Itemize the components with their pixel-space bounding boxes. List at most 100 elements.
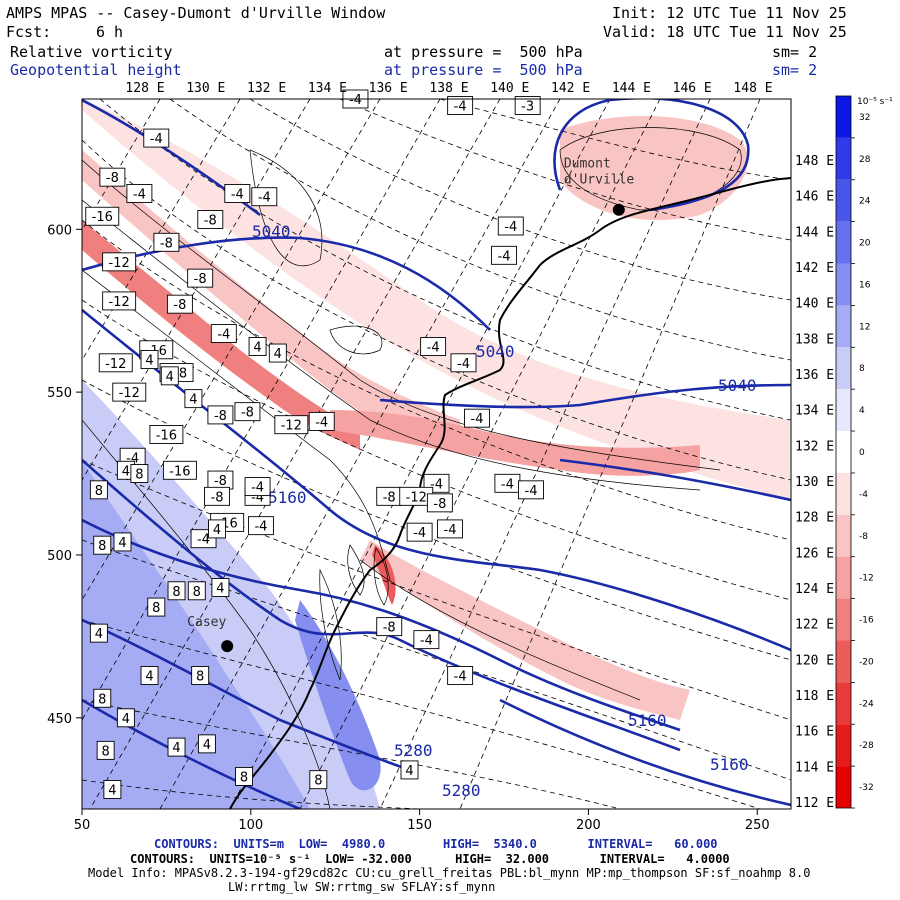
station-marker <box>221 640 234 653</box>
lat-label: 112 E <box>795 796 834 811</box>
stations: Casey Dumont d'Urville <box>187 157 635 653</box>
station-marker <box>612 203 625 216</box>
lat-label: 144 E <box>795 225 834 240</box>
lon-label: 144 E <box>612 81 651 96</box>
field2-sm: sm= 2 <box>772 61 818 79</box>
fcst-label: Fcst: <box>6 23 52 41</box>
station-label-line: Dumont <box>564 157 611 172</box>
vort-label: 4 <box>189 393 197 408</box>
footer-model-info: Model Info: MPASv8.2.3-194-gf29cd82c CU:… <box>88 866 811 880</box>
vort-label-box <box>162 460 197 480</box>
vort-label-box <box>153 232 180 252</box>
vort-label: -12 <box>281 419 302 434</box>
vort-contour <box>82 269 391 581</box>
vort-label-box <box>426 493 453 513</box>
vort-label: 8 <box>95 484 103 499</box>
grid-line <box>159 99 561 809</box>
height-label: 5160 <box>268 488 307 507</box>
colorbar-unit: 10⁻⁵ s⁻¹ <box>857 97 893 107</box>
colorbar-label: -28 <box>859 741 874 751</box>
colorbar-swatch <box>836 221 851 264</box>
height-contour-5280 <box>499 698 791 807</box>
field1-name: Relative vorticity <box>10 43 173 61</box>
lat-label: 122 E <box>795 618 834 633</box>
vort-label-box <box>406 522 433 542</box>
vorticity-labels: -4-8-4-8-4-4-16-8-12-8-12-8-16-4-12-18-1… <box>85 89 544 799</box>
lon-label: 130 E <box>186 81 225 96</box>
vort-label-box <box>184 389 203 409</box>
vort-label: 4 <box>166 370 174 385</box>
colorbar-swatch <box>836 96 851 138</box>
vort-label-box <box>85 206 120 226</box>
grid-line <box>169 99 791 361</box>
vort-label-box <box>224 183 251 203</box>
vort-label: 4 <box>216 582 224 597</box>
vort-label-box <box>420 337 447 356</box>
lon-label: 148 E <box>733 81 772 96</box>
colorbar-label: -16 <box>859 616 874 626</box>
vort-label: -8 <box>214 474 227 489</box>
grid-line <box>82 99 241 361</box>
colorbar-swatch <box>836 682 851 725</box>
vort-label: -8 <box>194 272 207 287</box>
vort-label-box <box>98 353 133 373</box>
grid-line <box>82 539 791 781</box>
colorbar-swatch <box>836 766 851 808</box>
vort-label-box <box>518 480 544 500</box>
vort-label: -12 <box>406 490 427 505</box>
vort-label: -4 <box>525 484 538 499</box>
colorbar-label: -4 <box>859 490 868 500</box>
station-label: Dumont d'Urville <box>564 157 635 188</box>
grid-line <box>82 99 381 601</box>
colorbar-label: 0 <box>859 448 865 458</box>
colorbar-swatch <box>836 724 851 767</box>
vort-label-box <box>187 268 214 288</box>
vort-label: -4 <box>504 220 517 235</box>
vort-label-box <box>274 415 309 435</box>
height-contour-5040 <box>82 236 491 331</box>
colorbar-swatch <box>836 137 851 180</box>
colorbar-label: 16 <box>859 280 871 290</box>
vort-label: -4 <box>150 132 163 147</box>
vort-label-box <box>149 425 184 444</box>
vort-label: -8 <box>241 406 254 421</box>
vort-label-box <box>96 740 115 760</box>
vort-label-box <box>251 187 278 207</box>
colorbar-label: 12 <box>859 322 870 332</box>
height-contours <box>82 99 791 809</box>
vort-label-box <box>89 623 108 643</box>
vort-label-box <box>167 737 186 757</box>
vort-label-box <box>147 597 166 617</box>
vort-label: -8 <box>204 214 217 229</box>
vort-label-box <box>437 519 463 539</box>
fcst-value: 6 h <box>96 23 124 41</box>
vort-contour <box>319 568 342 681</box>
lat-label: 120 E <box>795 653 834 668</box>
grid-line <box>82 619 761 809</box>
vort-label-box <box>207 405 234 425</box>
vort-label-box <box>309 770 328 790</box>
vort-label: -4 <box>471 412 484 427</box>
colorbar-swatch <box>836 389 851 432</box>
height-contour-5040 <box>379 383 791 409</box>
colorbar: 32 28 24 20 16 12 8 4 0 -4 -8 -12 -16 -20 -24 -28 -32 <box>835 95 874 809</box>
grid-line <box>89 99 501 809</box>
grid-line <box>439 99 791 181</box>
lat-label: 142 E <box>795 261 834 276</box>
vort-label: -4 <box>254 520 267 535</box>
lat-label: 128 E <box>795 511 834 526</box>
chart-title: AMPS MPAS -- Casey-Dumont d'Urville Wind… <box>6 4 386 22</box>
lon-label: 138 E <box>429 81 468 96</box>
vort-label: -4 <box>133 187 146 202</box>
x-tick-label: 100 <box>238 818 263 833</box>
lon-label: 134 E <box>308 81 347 96</box>
vort-label-box <box>450 353 477 373</box>
vort-label: 4 <box>145 354 153 369</box>
colorbar-swatch <box>836 347 851 390</box>
vort-label-box <box>103 780 122 799</box>
vort-label: 8 <box>98 539 106 554</box>
vort-label: 8 <box>98 692 106 707</box>
lat-label: 148 E <box>795 154 834 169</box>
vort-label: -4 <box>258 191 271 206</box>
